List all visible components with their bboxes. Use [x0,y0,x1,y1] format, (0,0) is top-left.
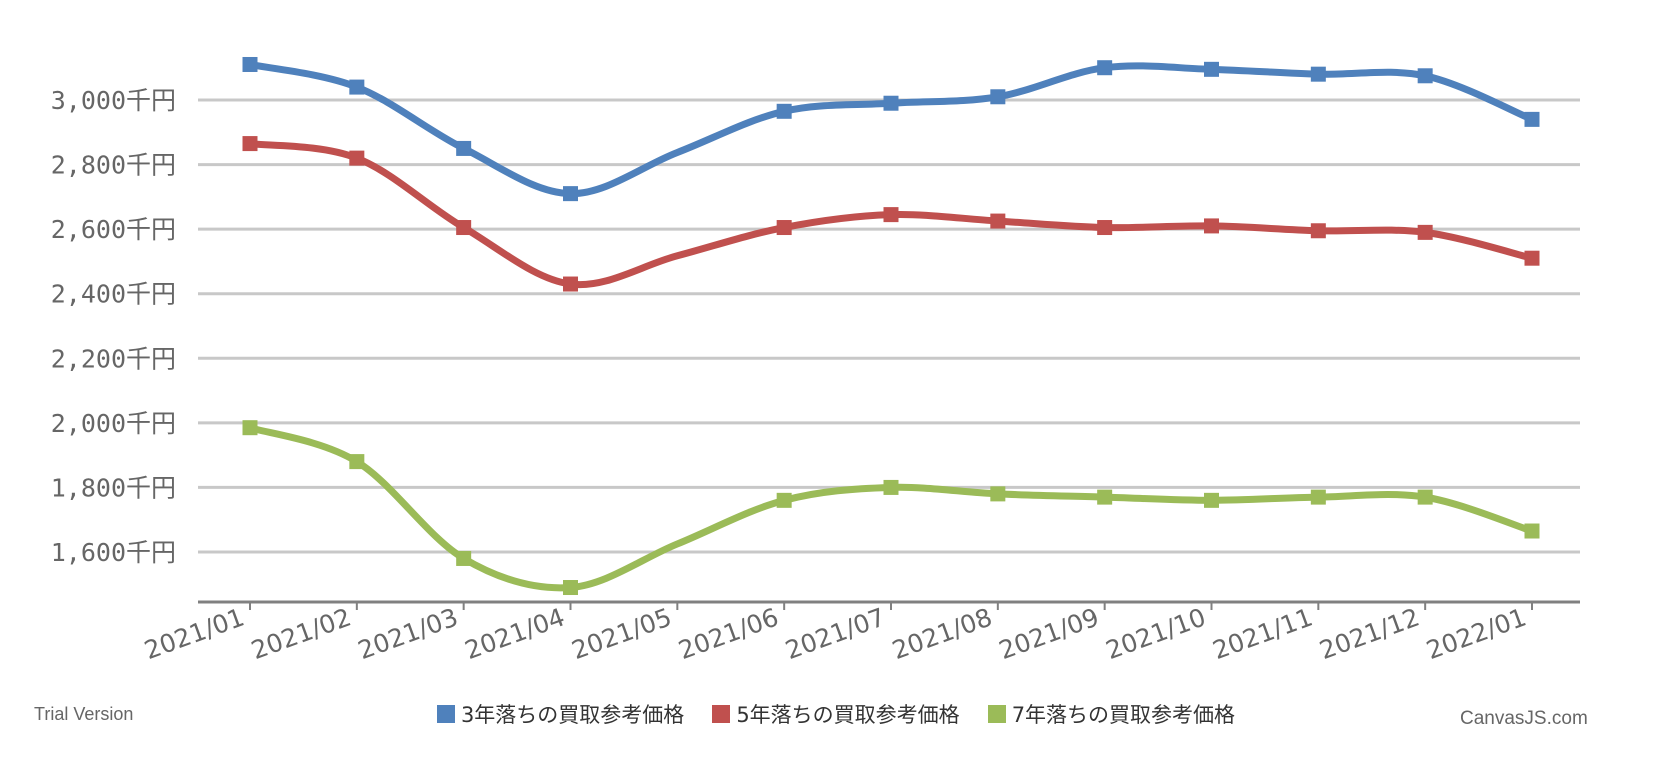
x-tick-label: 2021/01 [141,602,249,665]
series-2-point[interactable] [1097,220,1113,236]
series-3-point[interactable] [1204,492,1219,508]
x-tick-label: 2021/06 [675,602,783,665]
legend-label-series-2: 5年落ちの買取参考価格 [736,703,960,727]
legend-label-series-3: 7年落ちの買取参考価格 [1011,703,1236,727]
legend-swatch-series-2 [712,705,731,723]
series-2-point[interactable] [1417,224,1433,240]
series-1 [242,56,1540,202]
series-1-point[interactable] [1204,61,1219,77]
y-tick-label: 3,000千円 [51,86,176,115]
series-3-point[interactable] [242,420,258,436]
series-1-point[interactable] [349,79,365,95]
x-tick-label: 2021/02 [247,602,355,665]
series-1-point[interactable] [1097,60,1113,76]
series-3-point[interactable] [563,580,578,596]
series-2-point[interactable] [883,207,899,223]
legend-item-series-2[interactable]: 5年落ちの買取参考価格 [712,699,960,729]
series-3-line [246,424,1536,592]
series-3-point[interactable] [1524,523,1540,539]
y-tick-label: 2,200千円 [51,344,176,373]
x-tick-label: 2021/07 [782,602,890,665]
x-tick-label: 2021/03 [354,602,462,665]
series-2-point[interactable] [1310,223,1326,239]
legend-item-series-1[interactable]: 3年落ちの買取参考価格 [436,699,685,729]
legend-swatch-series-3 [987,705,1006,723]
series-3-point[interactable] [1310,489,1326,505]
series-2-point[interactable] [1204,218,1219,234]
y-tick-label: 2,000千円 [51,409,176,438]
series-1-point[interactable] [1310,66,1326,82]
legend: 3年落ちの買取参考価格 5年落ちの買取参考価格 7年落ちの買取参考価格 [0,694,1672,734]
series-3-point[interactable] [349,454,365,470]
series-1-point[interactable] [242,56,258,72]
legend-item-series-3[interactable]: 7年落ちの買取参考価格 [987,699,1236,729]
x-tick-label: 2021/08 [888,602,996,665]
x-axis-ticks: 2021/01 2021/02 2021/03 2021/04 2021/05 2021/… [141,602,1533,665]
x-tick-label: 2021/12 [1316,602,1424,665]
x-tick-label: 2021/04 [461,602,569,665]
series-2-point[interactable] [776,220,792,236]
trial-version-label: Trial Version [34,704,134,724]
series-1-point[interactable] [563,186,578,202]
x-tick-label: 2021/05 [568,602,676,665]
series-2-point[interactable] [1524,250,1540,266]
x-tick-label: 2021/10 [1102,602,1210,665]
series-3 [242,420,1540,596]
series-1-point[interactable] [1417,68,1433,84]
series-2 [242,136,1540,292]
series-1-point[interactable] [456,140,472,156]
series-1-point[interactable] [776,103,792,119]
y-tick-label: 1,600千円 [51,538,176,567]
legend-swatch-series-1 [436,705,455,723]
x-tick-label: 2021/09 [995,602,1103,665]
y-tick-label: 2,600千円 [51,215,176,244]
series-group [242,56,1540,596]
x-tick-label: 2021/11 [1209,602,1317,665]
series-2-point[interactable] [563,276,578,292]
y-tick-label: 2,400千円 [51,280,176,309]
series-3-point[interactable] [990,486,1006,502]
legend-label-series-1: 3年落ちの買取参考価格 [460,703,685,727]
series-3-point[interactable] [776,492,792,508]
series-3-point[interactable] [1417,489,1433,505]
series-3-point[interactable] [883,479,899,495]
x-tick-label: 2022/01 [1423,602,1531,665]
series-1-line [246,60,1536,198]
series-2-point[interactable] [990,213,1006,229]
series-1-point[interactable] [1524,111,1540,127]
y-tick-label: 2,800千円 [51,151,176,180]
series-3-point[interactable] [1097,489,1113,505]
series-2-point[interactable] [349,150,365,166]
y-tick-label: 1,800千円 [51,473,176,502]
series-2-point[interactable] [242,136,258,152]
series-1-point[interactable] [883,95,899,111]
y-axis-ticks: 1,600千円 1,800千円 2,000千円 2,200千円 2,400千円 2,600… [51,86,176,567]
canvasjs-credit-link[interactable]: CanvasJS.com [1460,708,1588,729]
series-1-point[interactable] [990,89,1006,105]
series-3-point[interactable] [456,550,472,566]
gridlines [198,98,1580,554]
series-2-point[interactable] [456,220,472,236]
